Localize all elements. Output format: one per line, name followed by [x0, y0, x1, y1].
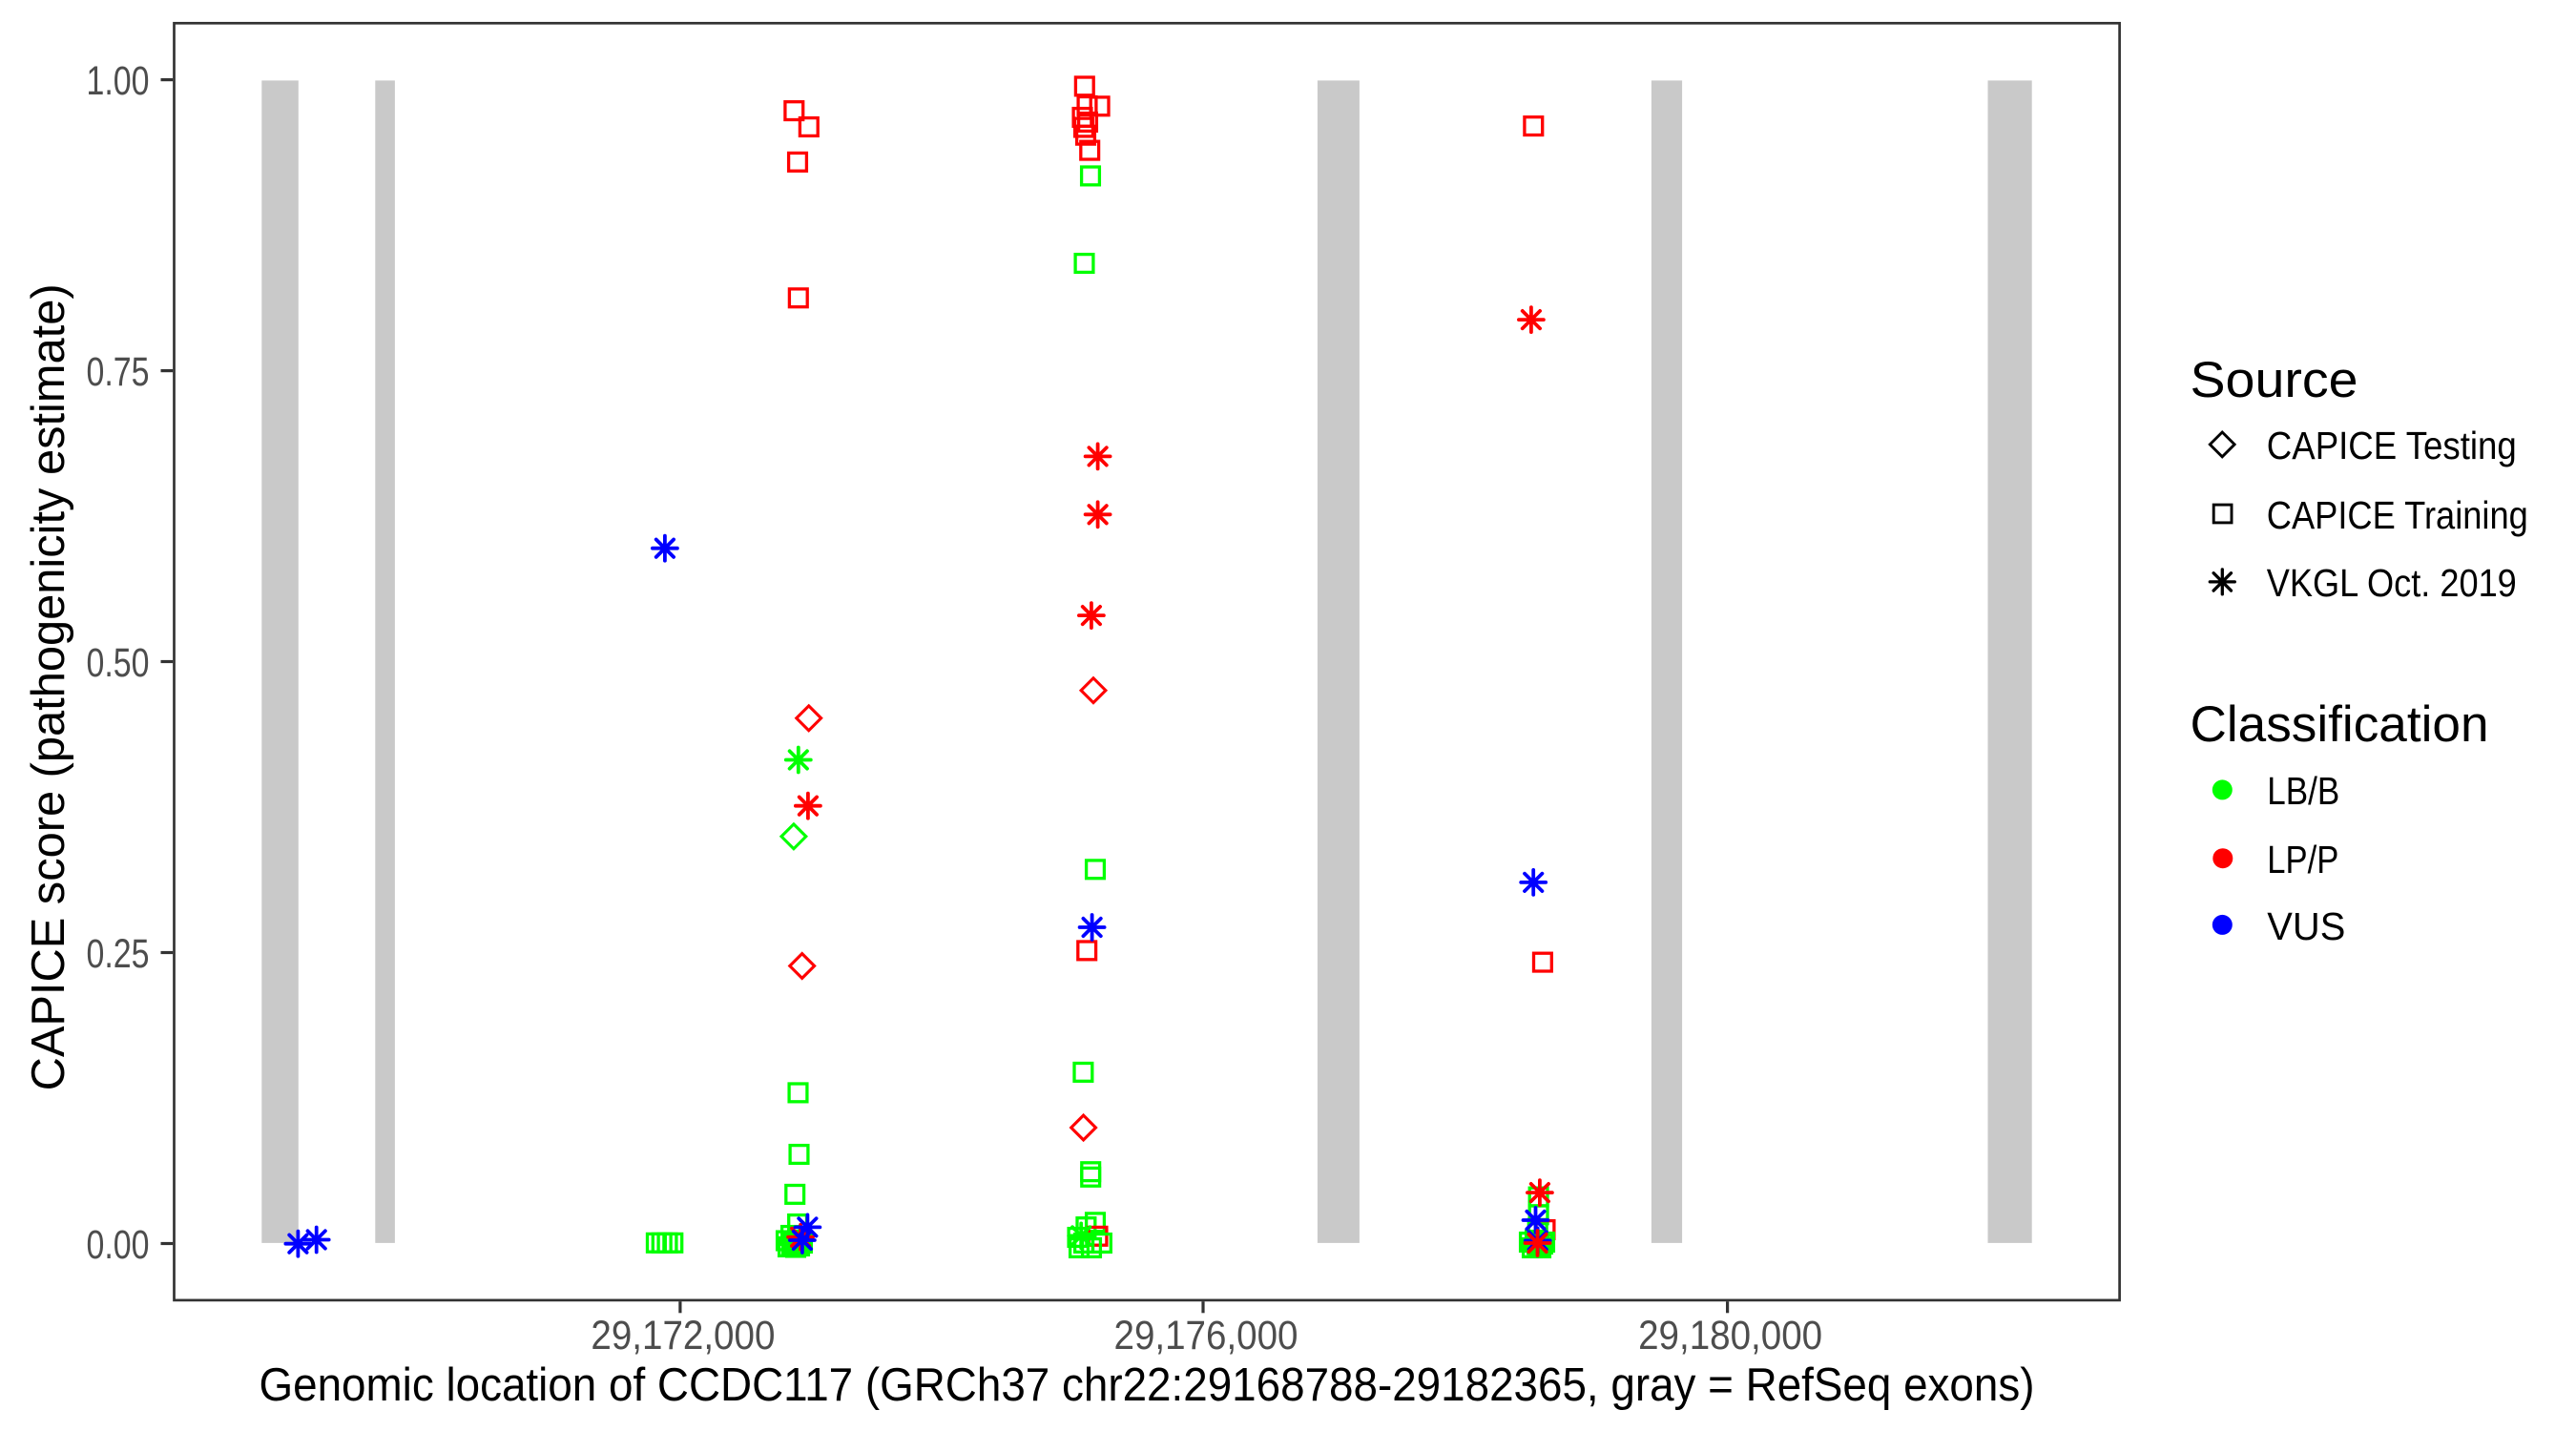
- svg-text:0.50: 0.50: [87, 640, 150, 686]
- svg-text:0.25: 0.25: [87, 931, 150, 977]
- svg-text:LB/B: LB/B: [2267, 769, 2339, 813]
- svg-text:29,176,000: 29,176,000: [1114, 1313, 1298, 1358]
- svg-text:0.75: 0.75: [87, 349, 150, 395]
- svg-text:0.00: 0.00: [87, 1222, 150, 1268]
- svg-text:CAPICE Testing: CAPICE Testing: [2267, 424, 2517, 467]
- svg-text:VKGL Oct. 2019: VKGL Oct. 2019: [2267, 561, 2517, 605]
- svg-text:1.00: 1.00: [87, 58, 150, 104]
- svg-text:LP/P: LP/P: [2267, 838, 2338, 881]
- svg-text:29,172,000: 29,172,000: [591, 1313, 775, 1358]
- svg-text:CAPICE score (pathogenicity es: CAPICE score (pathogenicity estimate): [23, 283, 74, 1090]
- svg-text:Source: Source: [2191, 352, 2358, 408]
- svg-text:Genomic location of CCDC117 (G: Genomic location of CCDC117 (GRCh37 chr2…: [260, 1359, 2035, 1411]
- svg-text:29,180,000: 29,180,000: [1638, 1313, 1822, 1358]
- svg-text:Classification: Classification: [2191, 696, 2489, 753]
- svg-text:VUS: VUS: [2267, 904, 2345, 948]
- svg-text:CAPICE Training: CAPICE Training: [2267, 493, 2528, 537]
